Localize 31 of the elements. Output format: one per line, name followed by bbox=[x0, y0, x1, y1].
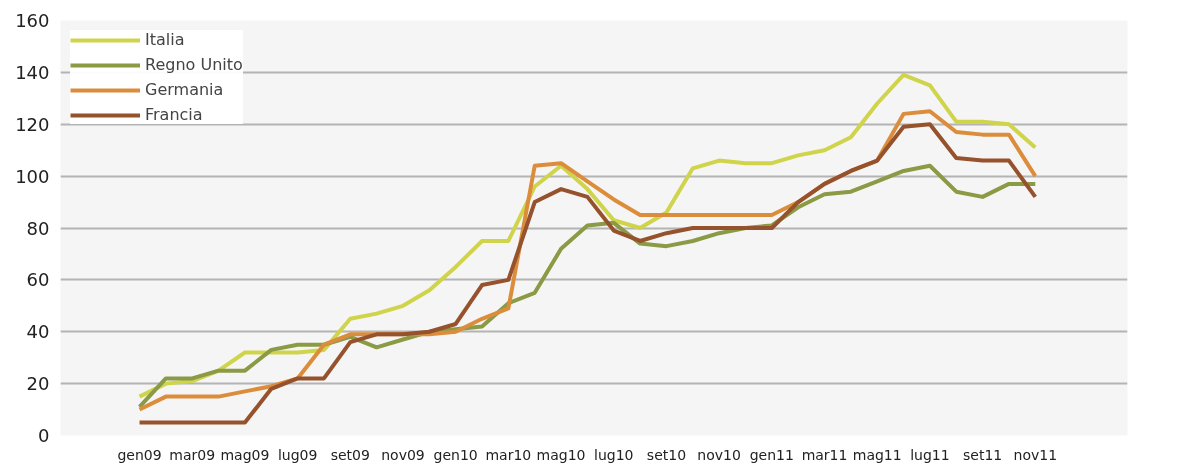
y-tick-label: 40 bbox=[26, 321, 50, 343]
x-tick-label: set11 bbox=[962, 446, 1003, 463]
x-tick-label: nov10 bbox=[697, 446, 741, 463]
y-tick-label: 140 bbox=[15, 61, 50, 83]
x-tick-label: set09 bbox=[330, 446, 370, 463]
x-tick-label: mag10 bbox=[536, 446, 586, 463]
x-tick-label: mar11 bbox=[801, 446, 848, 463]
legend-label: Germania bbox=[145, 80, 224, 99]
x-tick-label: lug09 bbox=[277, 446, 318, 463]
x-tick-label: lug10 bbox=[594, 446, 634, 463]
x-tick-label: gen11 bbox=[749, 446, 794, 463]
y-tick-label: 20 bbox=[26, 373, 50, 395]
y-tick-label: 120 bbox=[15, 113, 50, 135]
y-tick-label: 160 bbox=[15, 10, 50, 31]
legend-label: Regno Unito bbox=[145, 55, 243, 74]
legend-label: Francia bbox=[145, 105, 203, 124]
x-tick-label: gen10 bbox=[433, 446, 478, 463]
x-tick-label: nov11 bbox=[1013, 446, 1058, 463]
y-tick-label: 80 bbox=[26, 217, 50, 239]
x-tick-label: mag09 bbox=[220, 446, 270, 463]
x-tick-label: set10 bbox=[646, 446, 687, 463]
y-tick-label: 0 bbox=[38, 425, 50, 446]
x-tick-label: lug11 bbox=[910, 446, 950, 463]
x-tick-label: mar09 bbox=[169, 446, 216, 463]
legend-label: Italia bbox=[145, 30, 185, 49]
y-tick-label: 60 bbox=[26, 269, 50, 291]
x-tick-label: mag11 bbox=[852, 446, 902, 463]
x-tick-label: gen09 bbox=[117, 446, 162, 463]
x-tick-label: nov09 bbox=[381, 446, 425, 463]
x-tick-label: mar10 bbox=[485, 446, 532, 463]
y-tick-label: 100 bbox=[15, 165, 50, 187]
